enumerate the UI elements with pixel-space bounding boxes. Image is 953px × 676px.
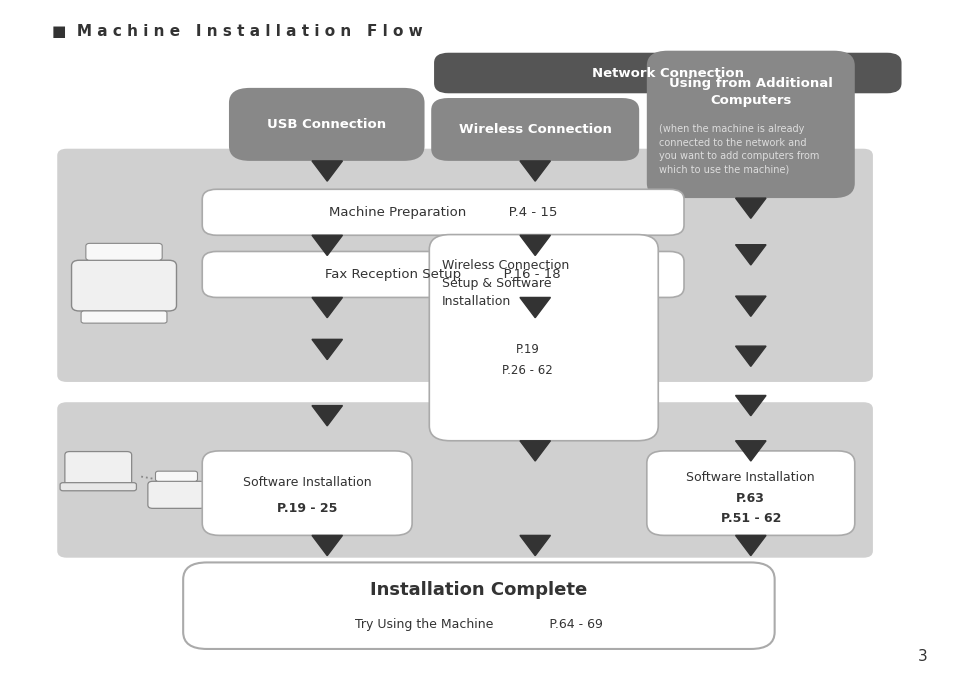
Polygon shape [519,535,550,556]
Text: Installation Complete: Installation Complete [370,581,587,599]
FancyBboxPatch shape [429,235,658,441]
Polygon shape [519,161,550,181]
Text: USB Connection: USB Connection [267,118,386,131]
Polygon shape [312,235,342,256]
Polygon shape [312,406,342,426]
Text: 3: 3 [917,649,926,664]
Polygon shape [735,198,765,218]
FancyBboxPatch shape [646,451,854,535]
FancyBboxPatch shape [81,311,167,323]
Text: P.51 - 62: P.51 - 62 [720,512,781,525]
Polygon shape [312,339,342,360]
FancyBboxPatch shape [434,53,901,93]
Text: P.63: P.63 [736,491,764,505]
FancyBboxPatch shape [65,452,132,485]
Polygon shape [519,297,550,318]
Text: Wireless Connection
Setup & Software
Installation: Wireless Connection Setup & Software Ins… [441,259,568,308]
Polygon shape [312,535,342,556]
Polygon shape [735,346,765,366]
FancyBboxPatch shape [57,149,872,382]
Text: Machine Preparation          P.4 - 15: Machine Preparation P.4 - 15 [329,206,557,219]
Text: Wireless Connection: Wireless Connection [458,123,611,136]
Polygon shape [312,297,342,318]
Polygon shape [519,235,550,256]
FancyBboxPatch shape [431,98,639,161]
Polygon shape [735,441,765,461]
Polygon shape [735,395,765,416]
FancyBboxPatch shape [202,451,412,535]
Text: Fax Reception Setup          P.16 - 18: Fax Reception Setup P.16 - 18 [325,268,560,281]
FancyBboxPatch shape [86,243,162,260]
Text: P.26 - 62: P.26 - 62 [501,364,553,377]
Text: Software Installation: Software Installation [243,476,371,489]
Text: (when the machine is already
connected to the network and
you want to add comput: (when the machine is already connected t… [659,124,819,175]
Polygon shape [519,441,550,461]
FancyBboxPatch shape [229,88,424,161]
FancyBboxPatch shape [57,402,872,558]
Text: P.19: P.19 [515,343,539,356]
FancyBboxPatch shape [71,260,176,311]
Text: Try Using the Machine              P.64 - 69: Try Using the Machine P.64 - 69 [355,618,602,631]
Text: P.19 - 25: P.19 - 25 [276,502,337,515]
Text: Network Connection: Network Connection [591,66,743,80]
Polygon shape [735,535,765,556]
Polygon shape [735,245,765,265]
FancyBboxPatch shape [202,189,683,235]
FancyBboxPatch shape [60,483,136,491]
Text: ■  M a c h i n e   I n s t a l l a t i o n   F l o w: ■ M a c h i n e I n s t a l l a t i o n … [52,24,423,39]
Text: Using from Additional
Computers: Using from Additional Computers [668,77,832,107]
FancyBboxPatch shape [155,471,197,481]
Text: Software Installation: Software Installation [686,471,814,485]
Polygon shape [312,161,342,181]
Polygon shape [735,296,765,316]
FancyBboxPatch shape [183,562,774,649]
FancyBboxPatch shape [148,481,205,508]
FancyBboxPatch shape [646,51,854,198]
FancyBboxPatch shape [202,251,683,297]
